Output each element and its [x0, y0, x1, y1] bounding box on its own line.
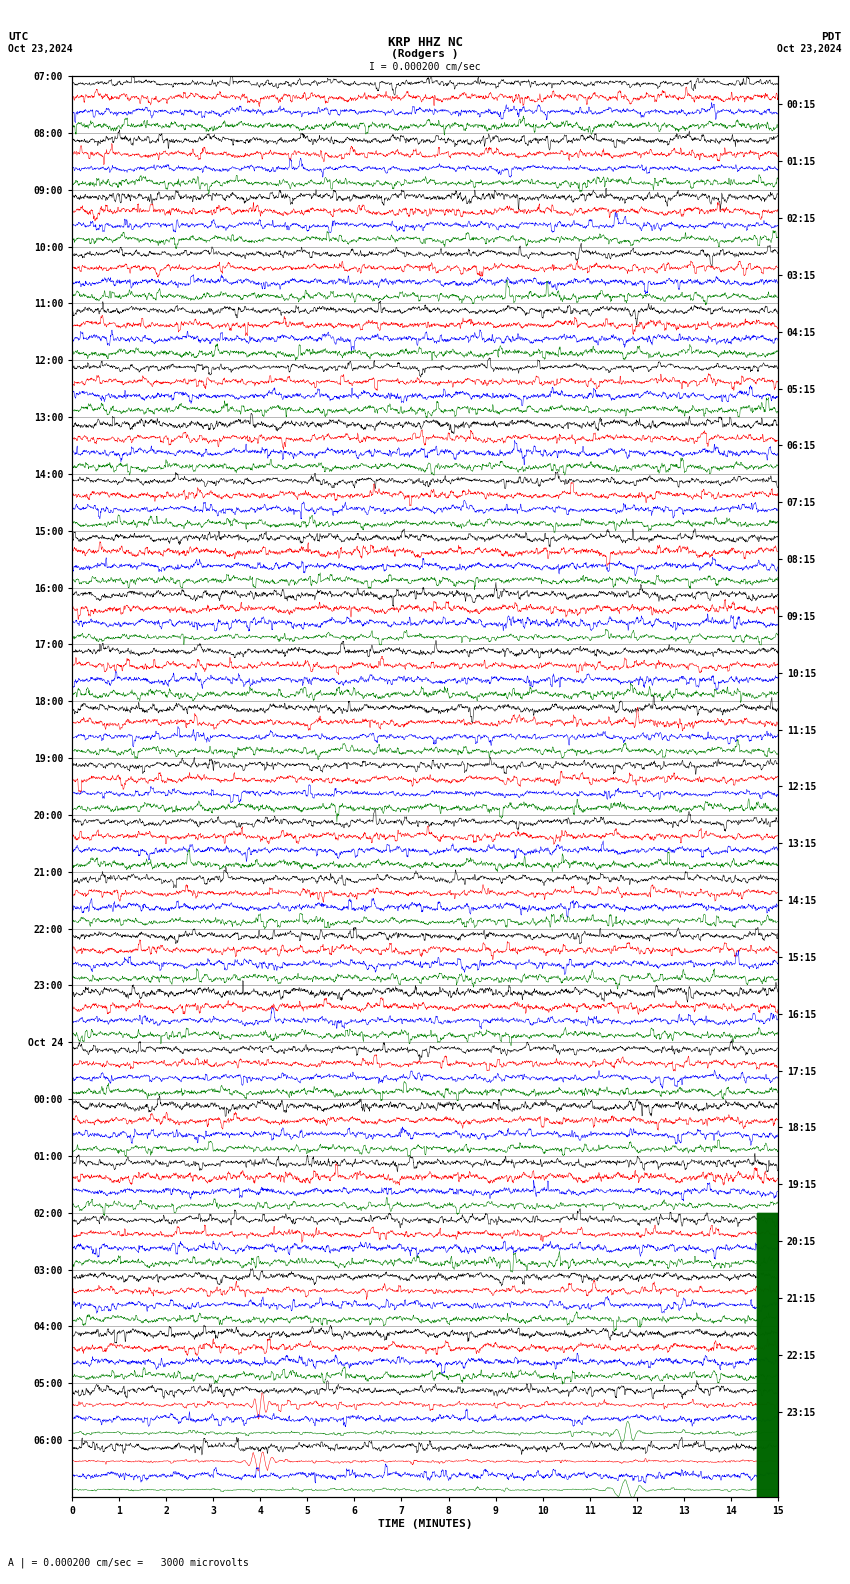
Text: KRP HHZ NC: KRP HHZ NC	[388, 36, 462, 49]
Text: UTC: UTC	[8, 32, 29, 41]
Text: I = 0.000200 cm/sec: I = 0.000200 cm/sec	[369, 62, 481, 71]
Text: Oct 23,2024: Oct 23,2024	[777, 44, 842, 54]
Text: Oct 23,2024: Oct 23,2024	[8, 44, 73, 54]
Text: PDT: PDT	[821, 32, 842, 41]
X-axis label: TIME (MINUTES): TIME (MINUTES)	[377, 1519, 473, 1529]
Text: (Rodgers ): (Rodgers )	[391, 49, 459, 59]
Text: A | = 0.000200 cm/sec =   3000 microvolts: A | = 0.000200 cm/sec = 3000 microvolts	[8, 1557, 249, 1568]
Bar	[756, 1213, 778, 1497]
